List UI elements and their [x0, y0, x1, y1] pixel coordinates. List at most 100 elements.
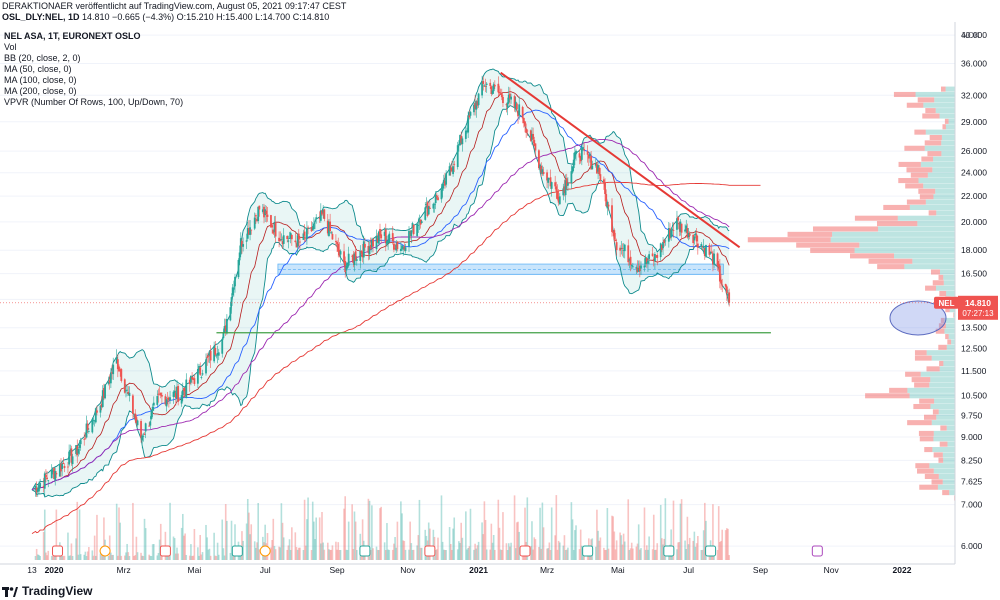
volume-bar [721, 530, 723, 560]
candle-body [185, 380, 187, 399]
currency-label: NOK [962, 31, 980, 40]
vpvr-up-bar [910, 393, 955, 398]
candle-body [611, 205, 613, 232]
volume-bar [44, 510, 46, 560]
vpvr-down-bar [918, 97, 935, 102]
candle-body [356, 259, 358, 261]
vpvr-up-bar [916, 92, 955, 97]
vpvr-down-bar [894, 92, 916, 97]
candle-body [313, 224, 315, 229]
vpvr-up-bar [929, 382, 955, 387]
legend-ma100[interactable]: MA (100, close, 0) [4, 75, 183, 86]
candle-body [689, 234, 691, 236]
volume-bar [161, 556, 163, 560]
legend-ma200[interactable]: MA (200, close, 0) [4, 86, 183, 97]
vpvr-up-bar [943, 458, 955, 463]
candle-body [79, 445, 81, 448]
vpvr-down-bar [914, 130, 925, 135]
legend-bollinger[interactable]: BB (20, close, 2, 0) [4, 53, 183, 64]
volume-bar [356, 550, 358, 560]
vpvr-up-bar [933, 194, 955, 199]
candle-body [335, 241, 337, 242]
candle-body [372, 239, 374, 246]
candle-body [571, 171, 573, 183]
vpvr-up-bar [935, 189, 955, 194]
volume-bar [291, 527, 293, 560]
vpvr-up-bar [923, 183, 955, 188]
price-tick-label: 7.000 [961, 500, 983, 510]
candle-body [39, 483, 41, 487]
vpvr-down-bar [877, 221, 917, 226]
vpvr-down-bar [938, 345, 946, 350]
candle-body [644, 266, 646, 268]
volume-bar [210, 556, 212, 560]
event-marker [53, 546, 63, 556]
vpvr-down-bar [865, 393, 909, 398]
candle-body [647, 261, 649, 264]
vpvr-down-bar [920, 194, 934, 199]
legend-title[interactable]: NEL ASA, 1T, EURONEXT OSLO [4, 31, 183, 42]
tradingview-logo-icon [2, 586, 18, 596]
time-tick-label: Jul [683, 565, 694, 575]
volume-bar [380, 507, 382, 560]
candle-body [149, 421, 151, 425]
vpvr-down-bar [869, 259, 913, 264]
candle-body [507, 102, 509, 107]
candle-body [622, 248, 624, 249]
candle-body [589, 154, 591, 156]
legend-vpvr[interactable]: VPVR (Number Of Rows, 100, Up/Down, 70) [4, 97, 183, 108]
candle-body [47, 480, 49, 481]
vpvr-down-bar [934, 452, 943, 457]
vpvr-down-bar [748, 237, 831, 242]
candle-body [501, 93, 503, 97]
volume-bar [445, 550, 447, 560]
candle-body [449, 166, 451, 175]
volume-bar [632, 549, 634, 560]
volume-bar [299, 548, 301, 560]
earnings-marker-icon [232, 546, 242, 556]
candle-body [249, 227, 251, 235]
candle-body [299, 242, 301, 243]
candle-body [470, 112, 472, 116]
vpvr-up-bar [938, 485, 955, 490]
candle-body [497, 84, 499, 93]
candle-body [104, 385, 106, 399]
candle-body [210, 351, 212, 361]
vpvr-up-bar [832, 232, 955, 237]
candle-body [587, 151, 589, 155]
time-tick-label: Mrz [540, 565, 554, 575]
volume-bar [315, 518, 317, 560]
price-tick-label: 24.000 [961, 168, 987, 178]
vpvr-down-bar [850, 253, 894, 258]
candle-body [502, 97, 504, 103]
legend-volume[interactable]: Vol [4, 42, 183, 53]
candle-body [725, 284, 727, 287]
publish-info: DERAKTIONAER veröffentlicht auf TradingV… [2, 1, 346, 11]
volume-bar [681, 499, 683, 560]
volume-bar [567, 548, 569, 560]
candle-body [441, 189, 443, 199]
candle-body [485, 86, 487, 87]
time-tick-label: Mrz [117, 565, 131, 575]
vpvr-down-bar [927, 151, 941, 156]
vpvr-up-bar [934, 431, 955, 436]
volume-bar [39, 556, 41, 560]
candle-body [522, 107, 524, 118]
time-tick-label: 2021 [469, 565, 488, 575]
vpvr-down-bar [938, 458, 943, 463]
legend-ma50[interactable]: MA (50, close, 0) [4, 64, 183, 75]
volume-bar [226, 521, 228, 560]
vpvr-down-bar [939, 361, 943, 366]
volume-bar [421, 548, 423, 560]
vpvr-up-bar [917, 221, 955, 226]
indicator-lines [32, 69, 761, 533]
candle-body [283, 235, 285, 244]
volume-bar [250, 524, 252, 560]
candle-body [445, 173, 447, 184]
candle-body [255, 215, 257, 216]
vpvr-down-bar [919, 485, 938, 490]
candle-body [314, 221, 316, 222]
candle-body [161, 395, 163, 397]
candle-body [532, 134, 534, 140]
candle-body [191, 377, 193, 379]
